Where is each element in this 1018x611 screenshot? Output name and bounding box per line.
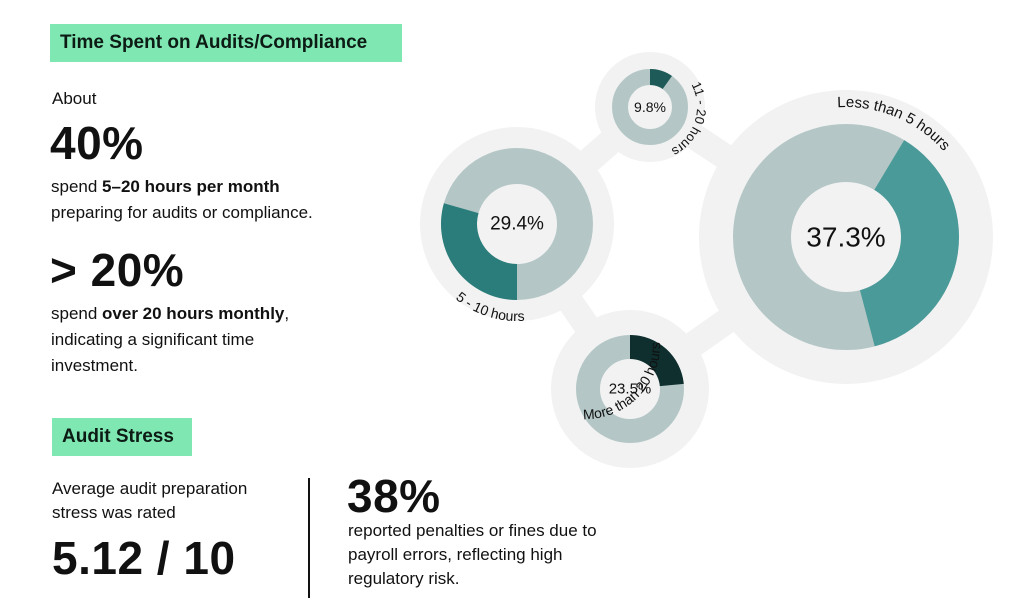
stress-description-line2: stress was rated xyxy=(52,503,176,522)
stat-over-20-percent: > 20% xyxy=(50,244,185,296)
penalties-description-line2: payroll errors, reflecting high xyxy=(348,545,563,564)
bold-text: 5–20 hours per month xyxy=(102,177,280,196)
vertical-divider xyxy=(308,478,310,598)
stat-38-percent: 38% xyxy=(347,470,441,522)
donut-slice-5-10-hours xyxy=(440,203,517,300)
stat-40-percent: 40% xyxy=(50,117,144,169)
slice-value-label: 9.8% xyxy=(634,99,666,115)
bubble-11-20-hours xyxy=(595,52,705,162)
stat2-description-line1: spend over 20 hours monthly, xyxy=(51,301,289,327)
slice-value-label: 23.5% xyxy=(609,381,652,398)
bubble-more-than-20-hours xyxy=(551,310,709,468)
section-badge-time-spent: Time Spent on Audits/Compliance xyxy=(50,24,402,62)
stress-description-line1: Average audit preparation xyxy=(52,479,248,498)
bold-text: over 20 hours monthly xyxy=(102,304,285,323)
about-label: About xyxy=(52,89,97,108)
stat2-description-line3: investment. xyxy=(51,356,138,375)
stat1-description-line2: preparing for audits or compliance. xyxy=(51,203,313,222)
stress-score: 5.12 / 10 xyxy=(52,532,236,584)
section-badge-audit-stress: Audit Stress xyxy=(52,418,192,456)
donut-slice-11-20-hours xyxy=(650,69,672,90)
penalties-description-line1: reported penalties or fines due to xyxy=(348,521,597,540)
text-span: , xyxy=(284,304,290,323)
donut-slice-more-than-20-hours xyxy=(630,335,684,387)
donut-slice-less-than-5-hours xyxy=(859,140,959,347)
penalties-description-line3: regulatory risk. xyxy=(348,569,460,588)
slice-value-label: 29.4% xyxy=(490,214,544,235)
text-span: spend xyxy=(51,177,103,196)
text-span: spend xyxy=(51,304,103,323)
stat2-description-line2: indicating a significant time xyxy=(51,330,255,349)
slice-value-label: 37.3% xyxy=(806,222,885,253)
stat1-description-line1: spend 5–20 hours per month xyxy=(51,174,280,200)
